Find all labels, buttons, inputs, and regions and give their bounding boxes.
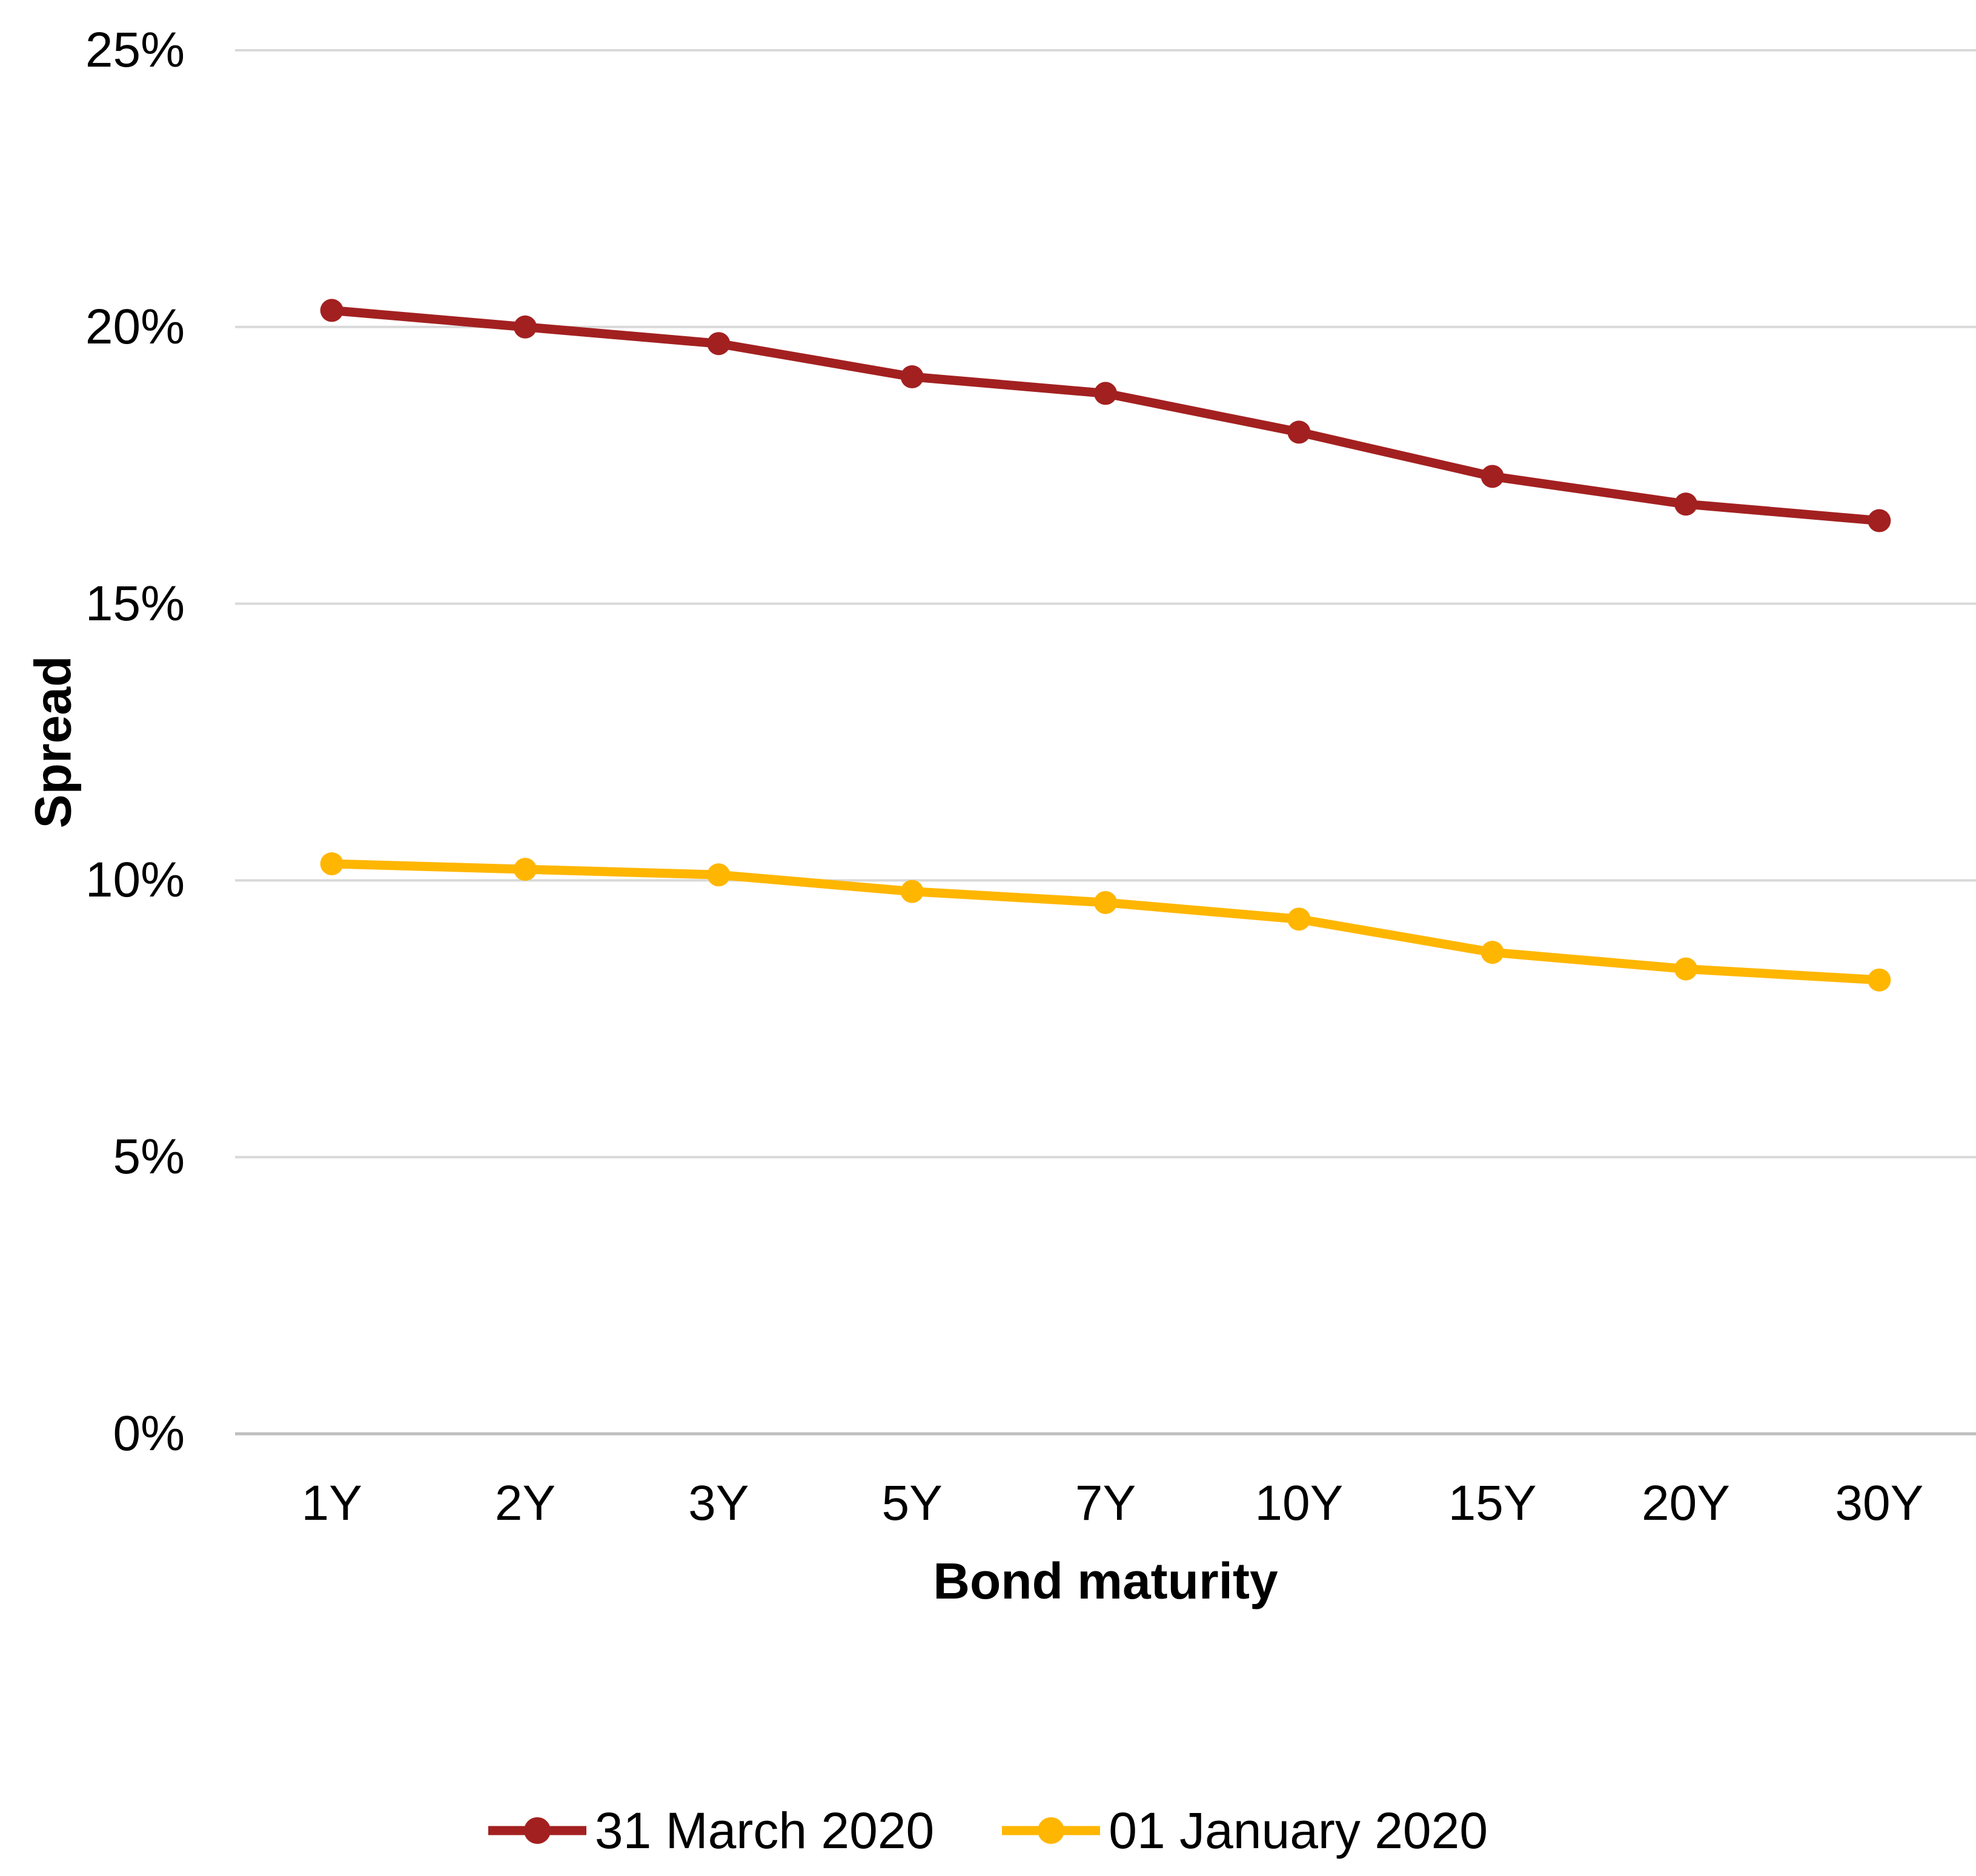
x-axis-title: Bond maturity [933, 1553, 1278, 1609]
legend-marker-icon [1002, 1817, 1101, 1844]
data-point [1287, 420, 1311, 444]
data-point [514, 858, 537, 881]
data-point [320, 299, 343, 322]
legend-label: 01 January 2020 [1109, 1802, 1488, 1859]
data-point [320, 852, 343, 875]
y-tick-label: 10% [85, 852, 185, 908]
legend-label: 31 March 2020 [594, 1802, 935, 1859]
x-tick-label: 15Y [1448, 1476, 1537, 1531]
x-tick-label: 5Y [881, 1476, 943, 1531]
y-axis-title: Spread [24, 655, 82, 829]
legend: 31 March 2020 01 January 2020 [0, 1804, 1976, 1857]
data-point [1480, 465, 1504, 488]
series-line [327, 305, 1884, 526]
data-point [1868, 509, 1891, 532]
data-point [1094, 382, 1117, 405]
y-tick-label: 5% [113, 1129, 185, 1185]
x-tick-label: 2Y [494, 1476, 556, 1531]
data-point [1287, 907, 1311, 931]
x-tick-label: 3Y [688, 1476, 749, 1531]
data-point [1674, 492, 1697, 516]
x-tick-label: 7Y [1075, 1476, 1136, 1531]
y-tick-label: 20% [85, 299, 185, 354]
legend-item: 01 January 2020 [1002, 1804, 1488, 1857]
legend-dot [523, 1817, 551, 1844]
x-tick-label: 30Y [1835, 1476, 1924, 1531]
data-point [1868, 968, 1891, 992]
data-point [1480, 941, 1504, 964]
y-tick-label: 15% [85, 575, 185, 631]
y-tick-label: 25% [85, 22, 185, 78]
y-tick-label: 0% [113, 1406, 185, 1461]
data-point [900, 365, 924, 389]
legend-dot [1038, 1817, 1065, 1844]
legend-marker-icon [488, 1817, 586, 1844]
x-tick-label: 20Y [1642, 1476, 1730, 1531]
data-point [707, 332, 731, 356]
legend-item: 31 March 2020 [488, 1804, 934, 1857]
data-point [514, 315, 537, 339]
data-point [707, 863, 731, 887]
data-point [1094, 890, 1117, 914]
x-tick-label: 1Y [301, 1476, 362, 1531]
data-point [900, 880, 924, 903]
data-point [1674, 957, 1697, 981]
x-tick-label: 10Y [1255, 1476, 1344, 1531]
